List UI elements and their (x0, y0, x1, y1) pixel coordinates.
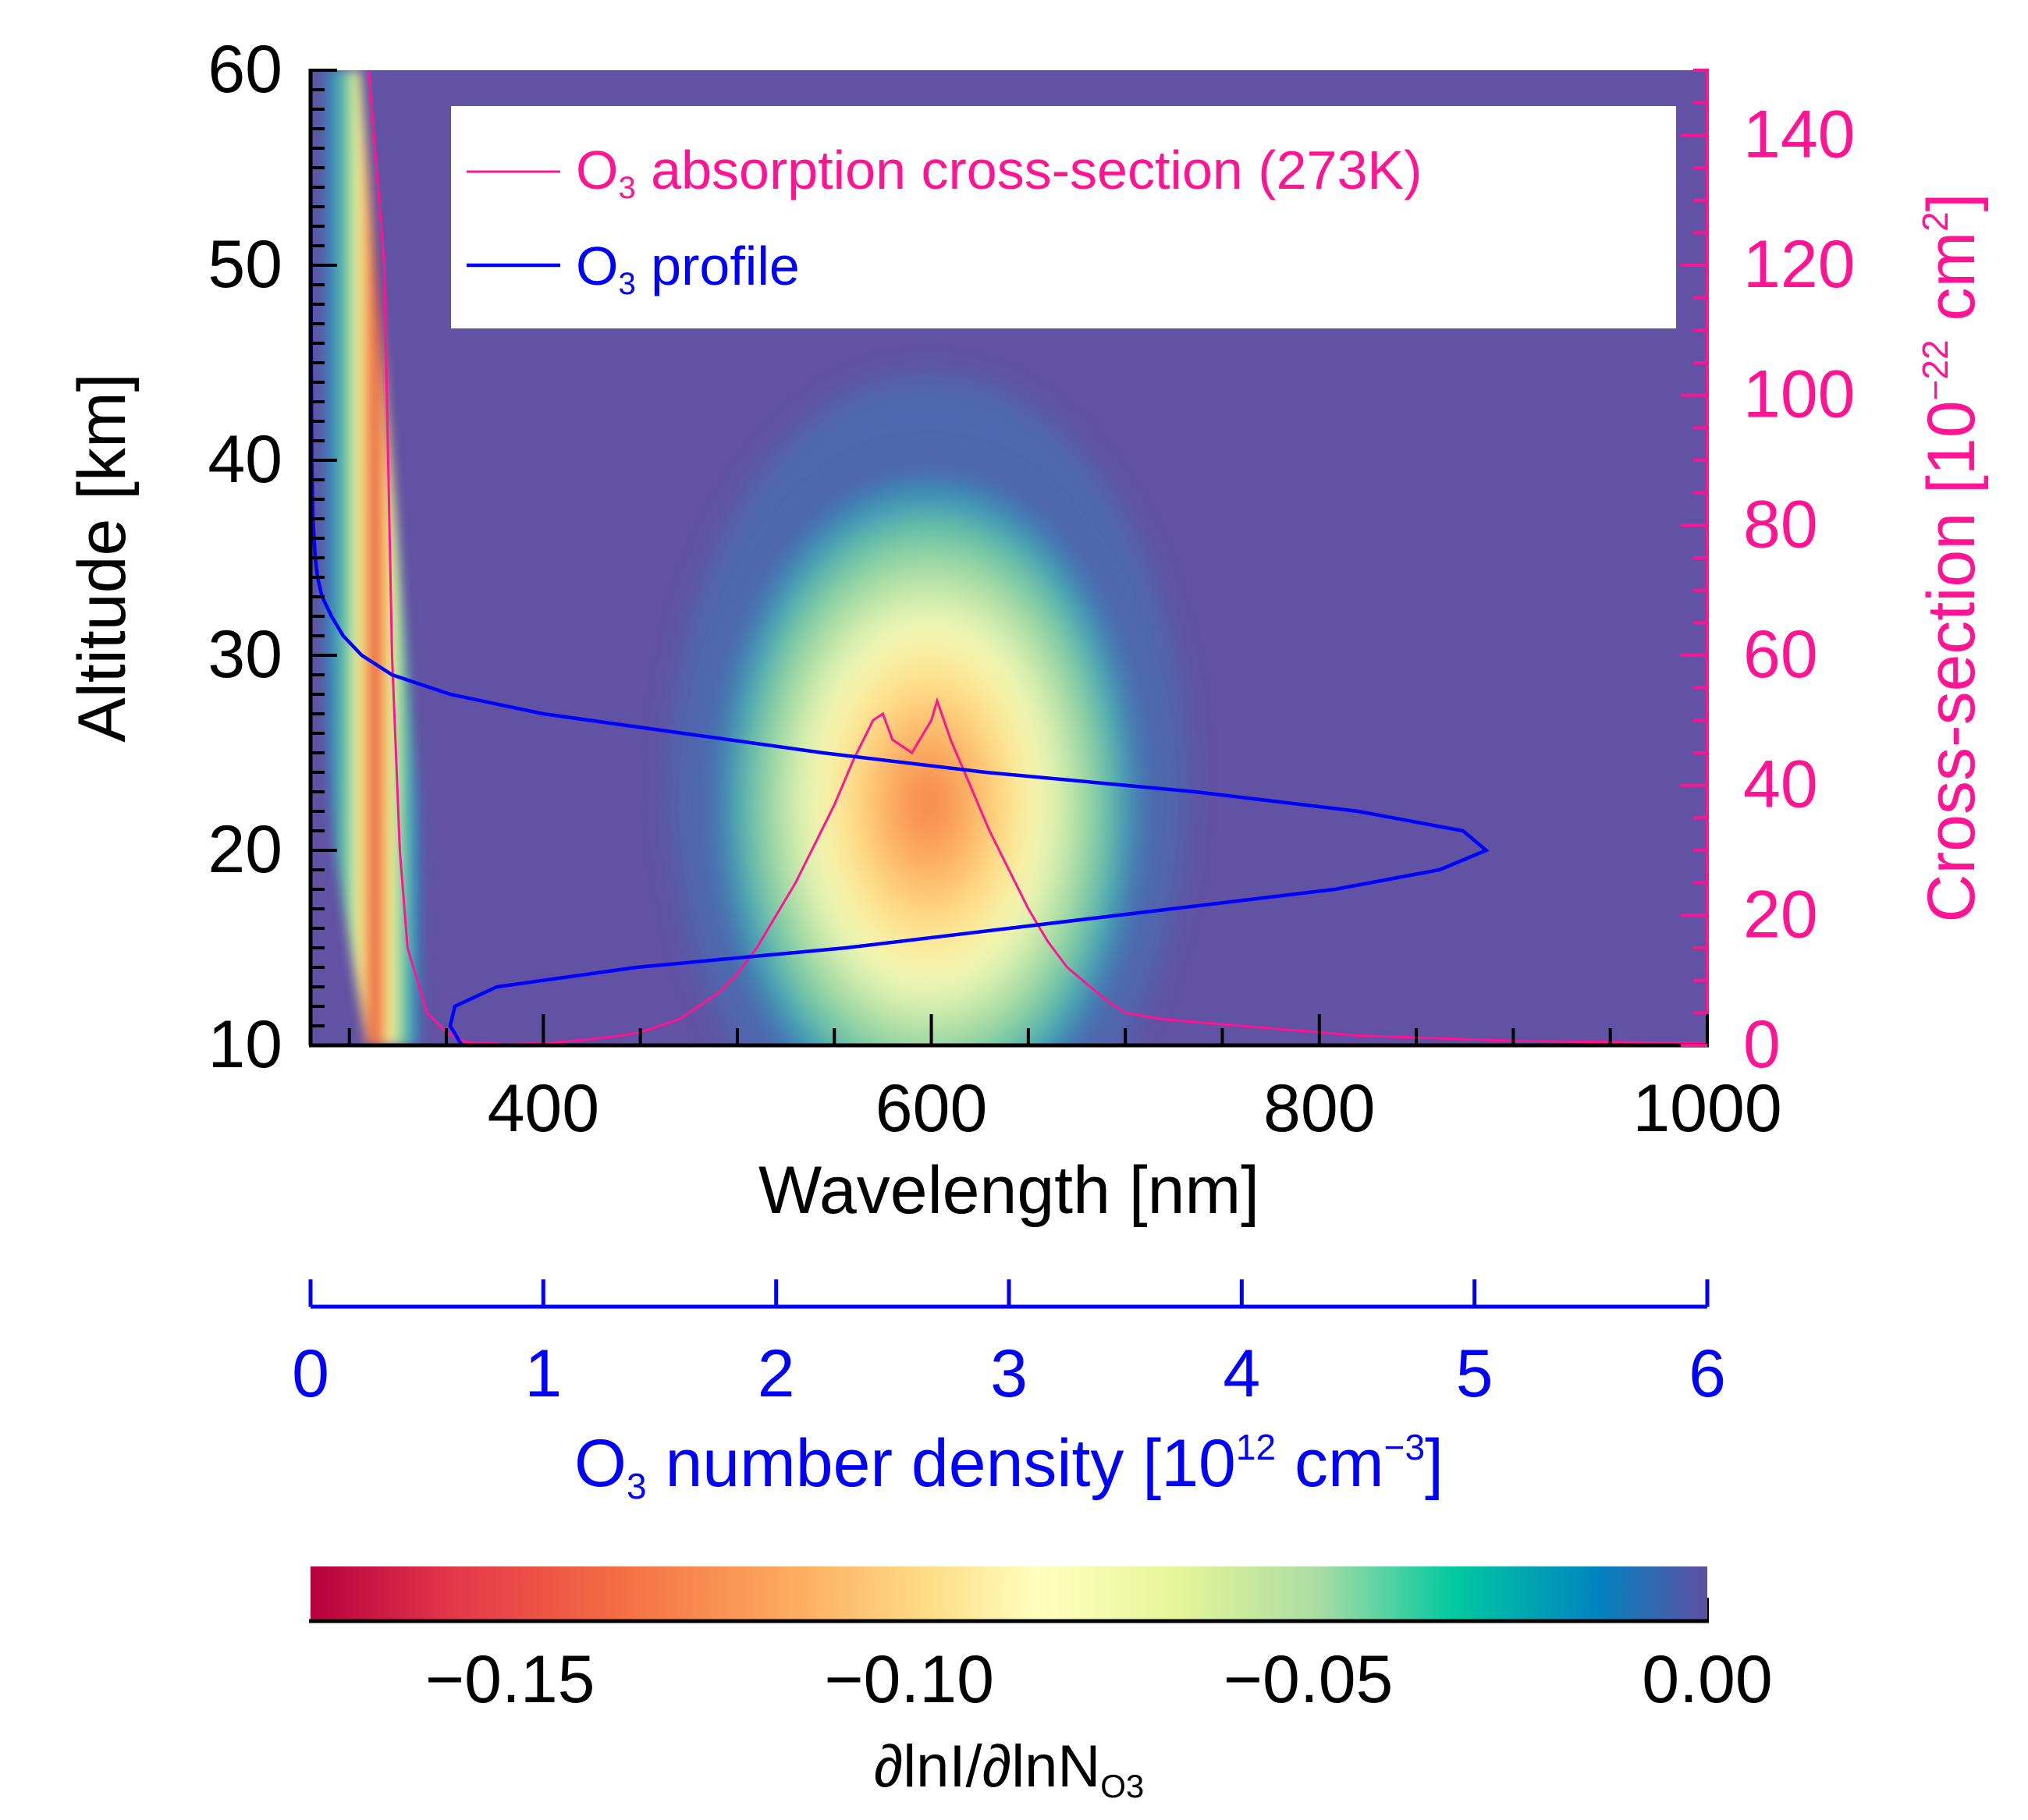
right-axis-tick-label: 0 (1743, 1007, 1781, 1082)
y-axis-tick-label: 10 (208, 1007, 282, 1082)
y-axis-tick-label: 20 (208, 812, 282, 887)
density-axis-tick-label: 6 (1689, 1336, 1726, 1411)
heatmap-chappuis-band (706, 460, 1151, 1045)
colorbar-tick-label: −0.15 (425, 1642, 595, 1717)
density-axis-title: O3 number density [1012 cm−3] (574, 1426, 1444, 1506)
colorbar-tick-label: −0.10 (824, 1642, 994, 1717)
right-axis-tick-label: 20 (1743, 877, 1818, 952)
ozone-profile-line (311, 70, 1490, 1045)
right-axis-tick-label: 140 (1743, 97, 1856, 172)
legend-label-cross-section: O3 absorption cross-section (273K) (576, 140, 1422, 205)
right-axis-title: Cross-section [10−22 cm2] (1914, 193, 1989, 922)
y-axis-tick-label: 40 (208, 422, 282, 497)
right-axis-tick-label: 40 (1743, 747, 1818, 822)
colorbar-tick-label: 0.00 (1642, 1642, 1772, 1717)
density-axis-tick-label: 5 (1456, 1336, 1493, 1411)
right-axis-tick-label: 80 (1743, 487, 1818, 562)
y-axis-tick-label: 30 (208, 617, 282, 692)
right-axis-tick-label: 60 (1743, 617, 1818, 692)
legend-label-profile: O3 profile (576, 236, 800, 301)
colorbar-title: ∂lnI/∂lnNO3 (874, 1733, 1145, 1804)
y-axis-title: Altitude [km] (65, 373, 140, 742)
right-axis-tick-label: 120 (1743, 227, 1856, 302)
x-axis-tick-label: 1000 (1632, 1071, 1781, 1146)
right-axis-tick-label: 100 (1743, 357, 1856, 432)
colorbar (309, 1566, 1709, 1623)
x-axis-tick-label: 600 (875, 1071, 988, 1146)
right-axis-ticks: 0 20 40 60 80 100 120 140 (1681, 69, 1856, 1082)
y-axis-ticks: 10 20 30 40 50 60 (208, 32, 337, 1082)
density-axis-tick-label: 1 (524, 1336, 562, 1411)
density-axis-tick-label: 3 (990, 1336, 1028, 1411)
x-axis-tick-label: 800 (1263, 1071, 1376, 1146)
legend-box (451, 106, 1676, 328)
x-axis-tick-label: 400 (488, 1071, 600, 1146)
x-axis-title: Wavelength [nm] (758, 1153, 1259, 1228)
density-axis-tick-label: 4 (1223, 1336, 1260, 1411)
y-axis-tick-label: 60 (208, 32, 282, 107)
x-axis-ticks: 400 600 800 1000 (347, 1014, 1782, 1146)
density-axis-ticks: 0 1 2 3 4 5 6 (292, 1279, 1726, 1411)
colorbar-gradient (311, 1566, 1707, 1621)
density-axis-tick-label: 0 (292, 1336, 329, 1411)
colorbar-tick-label: −0.05 (1224, 1642, 1394, 1717)
legend: O3 absorption cross-section (273K) O3 pr… (451, 106, 1676, 328)
density-axis-tick-label: 2 (758, 1336, 795, 1411)
y-axis-tick-label: 50 (208, 227, 282, 302)
